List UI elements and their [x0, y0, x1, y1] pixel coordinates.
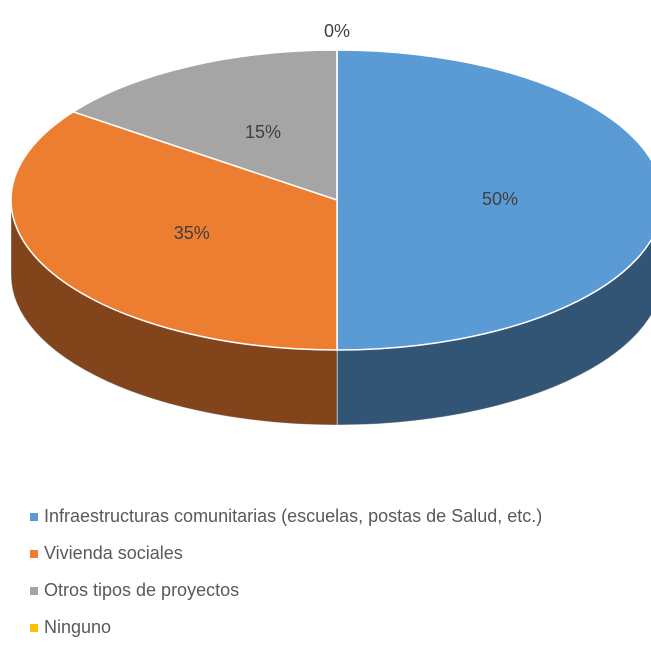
data-label: 0% — [324, 21, 350, 41]
slice — [71, 49, 338, 202]
slice-side-shade — [11, 200, 337, 425]
slice-side-shade — [337, 240, 651, 425]
legend-swatch — [30, 513, 38, 521]
legend-swatch — [30, 587, 38, 595]
legend-swatch — [30, 624, 38, 632]
legend-label: Vivienda sociales — [44, 543, 183, 563]
legend-label: Ninguno — [44, 617, 111, 637]
legend-label: Otros tipos de proyectos — [44, 580, 239, 600]
data-label: 50% — [482, 189, 518, 209]
slice — [10, 111, 338, 351]
legend-label: Infraestructuras comunitarias (escuelas,… — [44, 506, 542, 526]
legend-swatch — [30, 550, 38, 558]
data-label: 35% — [174, 223, 210, 243]
slice — [336, 49, 651, 351]
data-label: 15% — [245, 122, 281, 142]
